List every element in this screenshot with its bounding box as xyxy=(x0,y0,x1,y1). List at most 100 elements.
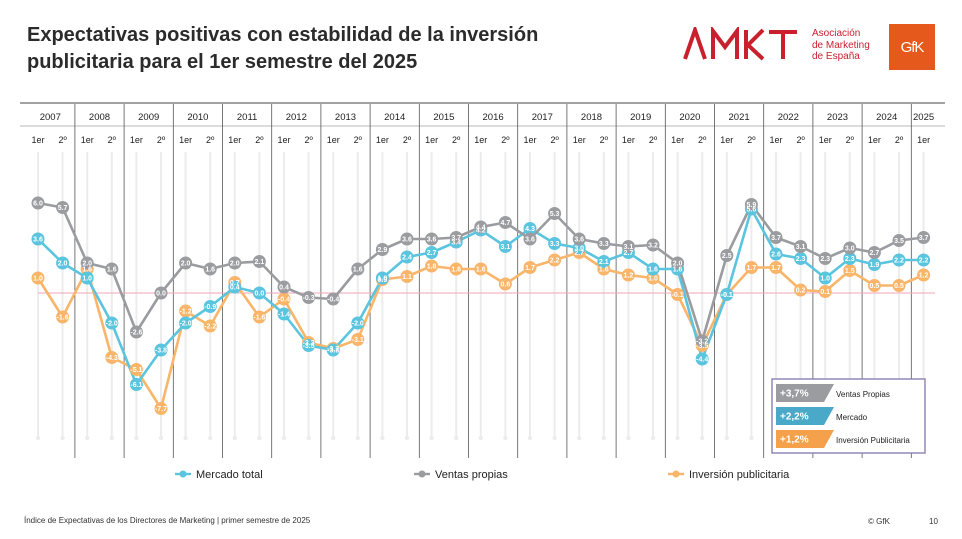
data-label: -2.2 xyxy=(204,324,216,331)
data-label: 1.0 xyxy=(648,276,658,283)
data-point xyxy=(769,247,783,261)
data-label: 2.1 xyxy=(599,259,609,266)
data-label: 1.6 xyxy=(451,267,461,274)
data-point xyxy=(326,343,340,357)
data-label: 3.5 xyxy=(894,238,904,245)
data-label: 0.7 xyxy=(230,280,240,287)
period-label: 1er xyxy=(474,135,487,145)
year-label: 2021 xyxy=(729,112,750,123)
data-label: 2.2 xyxy=(894,258,904,265)
legend-label: Mercado total xyxy=(196,469,263,481)
data-point xyxy=(843,264,857,277)
legend-swatch-dot xyxy=(179,470,187,478)
data-label: -4.4 xyxy=(696,357,708,364)
grid-end-dot xyxy=(404,435,410,441)
title-line-2: publicitaria para el 1er semestre del 20… xyxy=(27,51,418,73)
data-point xyxy=(843,241,857,255)
legend-label: Inversión publicitaria xyxy=(689,469,790,481)
data-point xyxy=(917,268,931,282)
data-label: 0.4 xyxy=(230,285,240,292)
amkt-logo-m xyxy=(711,27,739,59)
data-label: -5.1 xyxy=(130,367,142,374)
data-label: -0.4 xyxy=(327,297,339,304)
period-label: 2º xyxy=(698,135,707,145)
data-label: 2.7 xyxy=(574,250,584,257)
data-point xyxy=(769,231,783,244)
year-label: 2019 xyxy=(630,112,651,123)
data-label: 1.6 xyxy=(205,267,215,274)
data-point xyxy=(892,279,906,292)
grid-end-dot xyxy=(281,435,287,441)
summary-label: Mercado xyxy=(836,413,868,422)
data-label: 1.0 xyxy=(82,276,92,283)
data-point xyxy=(720,249,734,262)
grid-end-dot xyxy=(626,435,631,441)
data-label: 5.6 xyxy=(747,207,757,214)
year-label: 2008 xyxy=(89,112,110,123)
data-label: 0.4 xyxy=(279,285,289,292)
year-label: 2009 xyxy=(138,112,159,123)
data-point xyxy=(425,246,439,259)
data-point xyxy=(523,261,537,274)
data-label: 1.0 xyxy=(378,276,388,283)
data-point xyxy=(252,310,266,324)
period-label: 2º xyxy=(206,135,215,145)
grid-end-dot xyxy=(380,435,385,441)
data-point xyxy=(129,363,143,376)
data-label: 1.2 xyxy=(624,273,634,280)
period-label: 1er xyxy=(130,135,143,145)
grid-end-dot xyxy=(134,435,139,441)
data-point xyxy=(572,232,586,246)
data-point xyxy=(179,304,193,318)
data-point xyxy=(818,271,832,285)
data-label: 3.7 xyxy=(919,235,929,242)
data-point xyxy=(154,286,168,300)
period-label: 2º xyxy=(255,135,264,145)
data-label: 0.5 xyxy=(894,283,904,290)
data-point xyxy=(867,258,881,271)
data-point xyxy=(326,292,340,306)
data-label: 3.4 xyxy=(451,240,461,247)
data-point xyxy=(154,402,168,415)
data-label: 2.0 xyxy=(181,261,191,268)
year-label: 2012 xyxy=(286,112,307,123)
data-label: 1.6 xyxy=(107,267,117,274)
data-point xyxy=(228,280,242,294)
data-point xyxy=(351,333,365,346)
data-point xyxy=(31,196,45,210)
data-point xyxy=(867,246,881,259)
data-label: -2.0 xyxy=(106,321,118,328)
year-label: 2010 xyxy=(187,112,208,123)
summary-value-badge xyxy=(776,384,834,402)
amkt-logo-line-2: de Marketing xyxy=(812,39,870,51)
data-label: -0.1 xyxy=(721,292,733,299)
data-point xyxy=(695,334,709,348)
summary-label: Ventas Propias xyxy=(836,390,890,399)
data-label: -2.0 xyxy=(180,321,192,328)
legend-swatch-dot xyxy=(672,470,680,478)
data-point xyxy=(80,271,94,285)
data-label: 3.3 xyxy=(550,241,560,248)
summary-label: Inversión Publicitaria xyxy=(836,436,910,445)
data-label: -2.6 xyxy=(130,330,142,337)
data-label: 2.0 xyxy=(230,261,240,268)
data-label: 1.6 xyxy=(599,267,609,274)
period-label: 1er xyxy=(868,135,881,145)
data-label: 3.1 xyxy=(796,244,806,251)
data-label: -0.3 xyxy=(303,295,315,302)
data-point xyxy=(671,256,685,270)
data-point xyxy=(843,252,857,265)
grid-end-dot xyxy=(478,435,483,441)
data-point xyxy=(154,343,168,357)
grid-end-dot xyxy=(503,435,508,441)
period-label: 1er xyxy=(327,135,340,145)
data-point xyxy=(228,256,242,270)
grid-end-dot xyxy=(158,435,164,441)
data-point xyxy=(769,261,783,274)
data-label: -3.5 xyxy=(696,343,708,350)
data-point xyxy=(572,241,586,255)
data-point xyxy=(129,325,143,339)
data-point xyxy=(621,268,635,282)
period-label: 2º xyxy=(550,135,559,145)
data-label: 1.0 xyxy=(820,276,830,283)
